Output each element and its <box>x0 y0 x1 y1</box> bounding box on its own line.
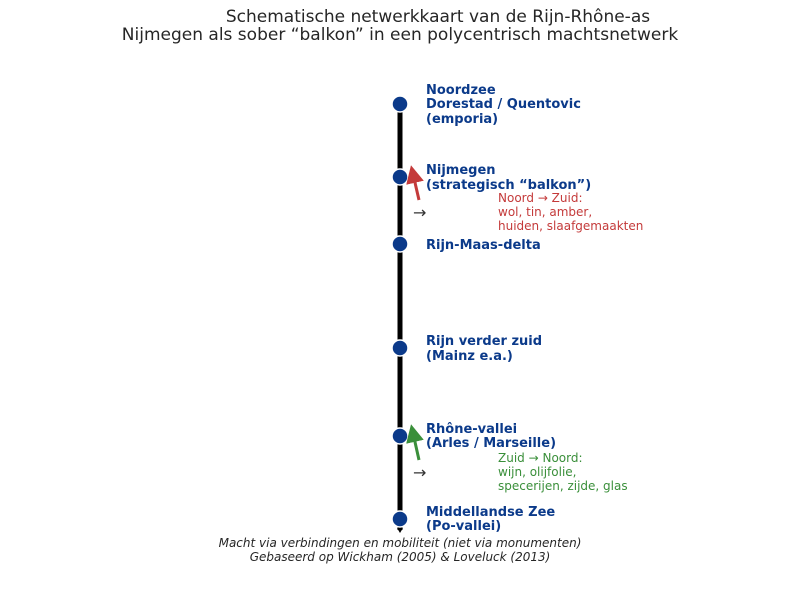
node-nijmegen: Nijmegen (strategisch “balkon”) <box>391 163 591 193</box>
node-dot <box>391 427 409 445</box>
flow-north-south: → Noord → Zuid: wol, tin, amber, huiden,… <box>406 165 643 233</box>
node-rijn-maas-delta: Rijn-Maas-delta <box>391 235 541 253</box>
node-label: Rhône-vallei <box>426 422 517 437</box>
node-rijn-zuid: Rijn verder zuid (Mainz e.a.) <box>391 334 542 364</box>
red-arrow-icon <box>406 165 424 201</box>
flow-label: huiden, slaafgemaakten <box>498 219 643 233</box>
node-label: Rijn verder zuid <box>426 334 542 349</box>
node-middellandse-zee: Middellandse Zee (Po-vallei) <box>391 505 555 534</box>
node-label: (Po-vallei) <box>426 519 501 534</box>
node-label: Dorestad / Quentovic <box>426 97 581 112</box>
flow-label: Noord → Zuid: <box>498 191 583 205</box>
footer-line2: Gebaseerd op Wickham (2005) & Loveluck (… <box>250 550 551 564</box>
flow-label: wol, tin, amber, <box>498 205 592 219</box>
node-dot <box>391 235 409 253</box>
node-label: Noordzee <box>426 83 496 98</box>
node-label: (Mainz e.a.) <box>426 349 513 364</box>
title-line1: Schematische netwerkkaart van de Rijn-Rh… <box>226 7 650 27</box>
flow-south-north: → Zuid → Noord: wijn, olijfolie, speceri… <box>406 424 628 493</box>
node-label: (Arles / Marseille) <box>426 436 556 451</box>
node-noordzee: Noordzee Dorestad / Quentovic (emporia) <box>391 83 581 127</box>
node-label: Rijn-Maas-delta <box>426 238 541 253</box>
flow-label: wijn, olijfolie, <box>498 465 577 479</box>
green-arrow-icon <box>406 424 424 461</box>
node-dot <box>391 339 409 357</box>
right-arrow-icon: → <box>413 203 426 222</box>
node-dot <box>391 95 409 113</box>
right-arrow-icon: → <box>413 463 426 482</box>
node-dot <box>391 168 409 186</box>
node-dot <box>391 510 409 528</box>
flow-label: specerijen, zijde, glas <box>498 479 628 493</box>
node-label: (strategisch “balkon”) <box>426 178 591 193</box>
node-label: Middellandse Zee <box>426 505 555 520</box>
axis-end-marker <box>397 528 403 533</box>
title-line2: Nijmegen als sober “balkon” in een polyc… <box>122 25 679 45</box>
node-label: (emporia) <box>426 112 498 127</box>
footer-line1: Macht via verbindingen en mobiliteit (ni… <box>219 536 582 550</box>
node-label: Nijmegen <box>426 163 496 178</box>
node-rhone-vallei: Rhône-vallei (Arles / Marseille) <box>391 422 556 451</box>
flow-label: Zuid → Noord: <box>498 451 583 465</box>
